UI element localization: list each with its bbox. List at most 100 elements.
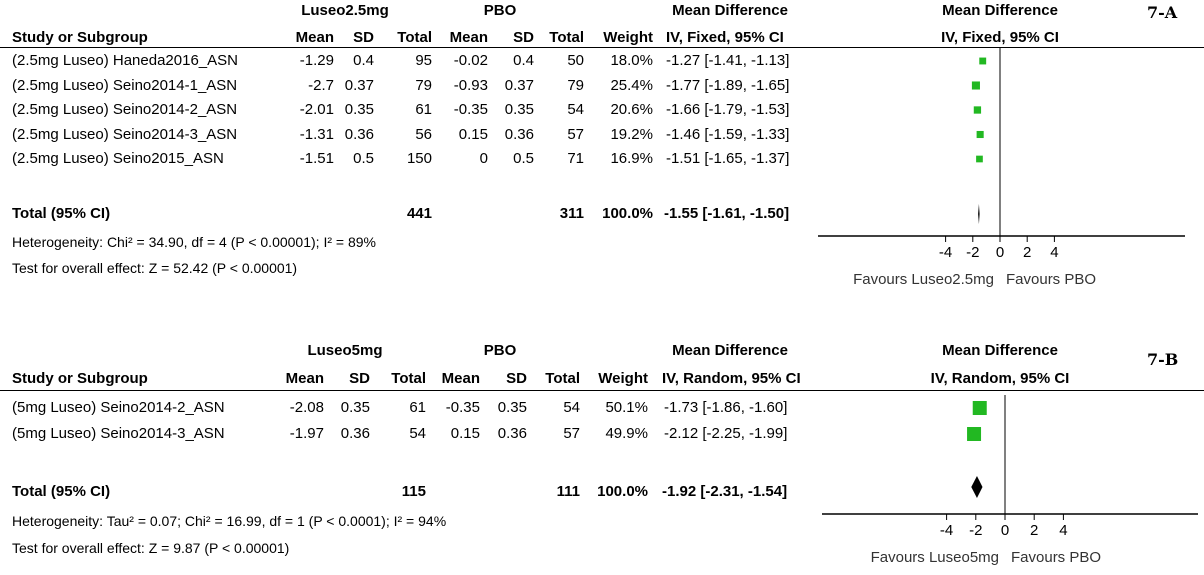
c-sd-cell: 0.4 bbox=[513, 52, 534, 69]
overall-effect-text: Test for overall effect: Z = 52.42 (P < … bbox=[12, 260, 298, 276]
plot-header: Mean Difference bbox=[942, 2, 1058, 19]
header-rule bbox=[0, 47, 1204, 48]
weight-cell: 50.1% bbox=[605, 399, 648, 416]
col-e-total-header: Total bbox=[397, 29, 432, 46]
x-tick-label: 2 bbox=[1030, 522, 1038, 539]
experimental-group-header: Luseo2.5mg bbox=[301, 2, 389, 19]
c-sd-cell: 0.5 bbox=[513, 150, 534, 167]
c-total-cell: 54 bbox=[567, 101, 584, 118]
plot-header: Mean Difference bbox=[942, 342, 1058, 359]
c-sd-cell: 0.36 bbox=[504, 125, 534, 143]
ci-cell: -1.73 [-1.86, -1.60] bbox=[664, 399, 788, 416]
favours-left-label: Favours Luseo2.5mg bbox=[853, 271, 994, 288]
col-e-sd-header: SD bbox=[349, 370, 370, 387]
favours-left-label: Favours Luseo5mg bbox=[871, 549, 999, 566]
c-total-cell: 50 bbox=[567, 52, 584, 69]
study-marker bbox=[971, 81, 980, 90]
e-total-cell: 56 bbox=[415, 125, 432, 143]
c-sd-cell: 0.35 bbox=[497, 399, 527, 416]
e-sd-cell: 0.37 bbox=[344, 76, 374, 94]
c-total-cell: 57 bbox=[567, 125, 584, 143]
forest-plot-area: -4 -2 0 2 4 Favours Luseo5mg Favours PBO bbox=[822, 395, 1198, 566]
total-e-total: 115 bbox=[401, 483, 426, 500]
e-mean-cell: -2.7 bbox=[308, 76, 334, 94]
c-sd-cell: 0.36 bbox=[497, 425, 527, 442]
heterogeneity-text: Heterogeneity: Chi² = 34.90, df = 4 (P <… bbox=[12, 234, 376, 250]
study-marker bbox=[973, 106, 982, 114]
ci-cell: -1.77 [-1.89, -1.65] bbox=[666, 76, 790, 94]
ci-cell: -1.66 [-1.79, -1.53] bbox=[666, 101, 790, 118]
c-total-cell: 57 bbox=[563, 425, 580, 442]
c-mean-cell: 0 bbox=[479, 150, 488, 167]
study-marker bbox=[967, 427, 982, 441]
study-marker bbox=[976, 155, 983, 163]
weight-cell: 25.4% bbox=[610, 76, 653, 94]
e-mean-cell: -1.31 bbox=[299, 125, 334, 143]
heterogeneity-text: Heterogeneity: Tau² = 0.07; Chi² = 16.99… bbox=[12, 513, 447, 529]
weight-cell: 20.6% bbox=[610, 101, 653, 118]
col-effect-method-header: IV, Fixed, 95% CI bbox=[666, 29, 784, 46]
study-name: (2.5mg Luseo) Seino2014-2_ASN bbox=[12, 101, 238, 118]
plot-method-header: IV, Random, 95% CI bbox=[930, 370, 1070, 387]
control-group-header: PBO bbox=[483, 342, 517, 359]
c-total-cell: 71 bbox=[567, 150, 584, 167]
study-name: (2.5mg Luseo) Seino2015_ASN bbox=[12, 150, 224, 167]
study-name: (5mg Luseo) Seino2014-2_ASN bbox=[12, 399, 225, 416]
col-e-mean-header: Mean bbox=[285, 370, 324, 387]
ci-cell: -1.51 [-1.65, -1.37] bbox=[666, 150, 790, 167]
x-tick-label: 0 bbox=[996, 244, 1004, 261]
x-tick-label: 4 bbox=[1059, 522, 1067, 539]
forest-plot-panel-a: Luseo2.5mg PBO Mean Difference Mean Diff… bbox=[0, 2, 1204, 288]
e-sd-cell: 0.5 bbox=[353, 150, 374, 167]
e-sd-cell: 0.35 bbox=[344, 101, 374, 118]
c-mean-cell: -0.35 bbox=[453, 101, 488, 118]
x-tick-label: -2 bbox=[969, 522, 982, 539]
study-marker bbox=[976, 130, 984, 139]
e-mean-cell: -2.01 bbox=[299, 101, 334, 118]
weight-cell: 18.0% bbox=[610, 52, 653, 69]
experimental-group-header: Luseo5mg bbox=[307, 342, 383, 359]
col-e-mean-header: Mean bbox=[295, 29, 334, 46]
total-c-total: 111 bbox=[556, 483, 580, 500]
e-total-cell: 150 bbox=[406, 150, 432, 167]
total-weight: 100.0% bbox=[602, 205, 653, 222]
col-c-mean-header: Mean bbox=[441, 370, 480, 387]
c-mean-cell: -0.93 bbox=[453, 76, 488, 94]
control-group-header: PBO bbox=[483, 2, 517, 19]
total-diamond bbox=[978, 204, 980, 224]
plot-method-header: IV, Fixed, 95% CI bbox=[941, 29, 1059, 46]
col-c-mean-header: Mean bbox=[449, 29, 488, 46]
total-weight: 100.0% bbox=[597, 483, 648, 500]
x-tick-label: -2 bbox=[966, 244, 979, 261]
e-mean-cell: -1.51 bbox=[299, 150, 334, 167]
col-e-total-header: Total bbox=[391, 370, 426, 387]
col-study-header: Study or Subgroup bbox=[12, 370, 148, 387]
e-sd-cell: 0.4 bbox=[353, 52, 374, 69]
col-c-total-header: Total bbox=[545, 370, 580, 387]
col-effect-method-header: IV, Random, 95% CI bbox=[662, 370, 801, 387]
total-label: Total (95% CI) bbox=[12, 483, 111, 500]
total-diamond bbox=[971, 476, 983, 498]
col-e-sd-header: SD bbox=[353, 29, 374, 46]
col-weight-header: Weight bbox=[598, 370, 648, 387]
total-label: Total (95% CI) bbox=[12, 205, 111, 222]
col-c-sd-header: SD bbox=[513, 29, 534, 46]
e-sd-cell: 0.35 bbox=[340, 399, 370, 416]
c-mean-cell: 0.15 bbox=[450, 425, 480, 442]
study-marker bbox=[972, 400, 987, 416]
total-e-total: 441 bbox=[406, 205, 432, 222]
total-ci: -1.55 [-1.61, -1.50] bbox=[664, 205, 790, 222]
e-total-cell: 61 bbox=[415, 101, 432, 118]
study-name: (2.5mg Luseo) Haneda2016_ASN bbox=[12, 52, 238, 69]
col-c-total-header: Total bbox=[549, 29, 584, 46]
study-name: (2.5mg Luseo) Seino2014-1_ASN bbox=[12, 76, 238, 94]
forest-plot-area: -4 -2 0 2 4 Favours Luseo2.5mg Favours PBO bbox=[818, 48, 1185, 288]
e-total-cell: 54 bbox=[409, 425, 426, 442]
forest-plot-panel-b: Luseo5mg PBO Mean Difference Mean Differ… bbox=[0, 340, 1204, 575]
c-mean-cell: -0.02 bbox=[453, 52, 488, 69]
e-mean-cell: -2.08 bbox=[289, 399, 324, 416]
effect-header: Mean Difference bbox=[672, 342, 788, 359]
col-study-header: Study or Subgroup bbox=[12, 29, 148, 46]
x-tick-label: 4 bbox=[1050, 244, 1058, 261]
header-rule bbox=[0, 390, 1204, 391]
